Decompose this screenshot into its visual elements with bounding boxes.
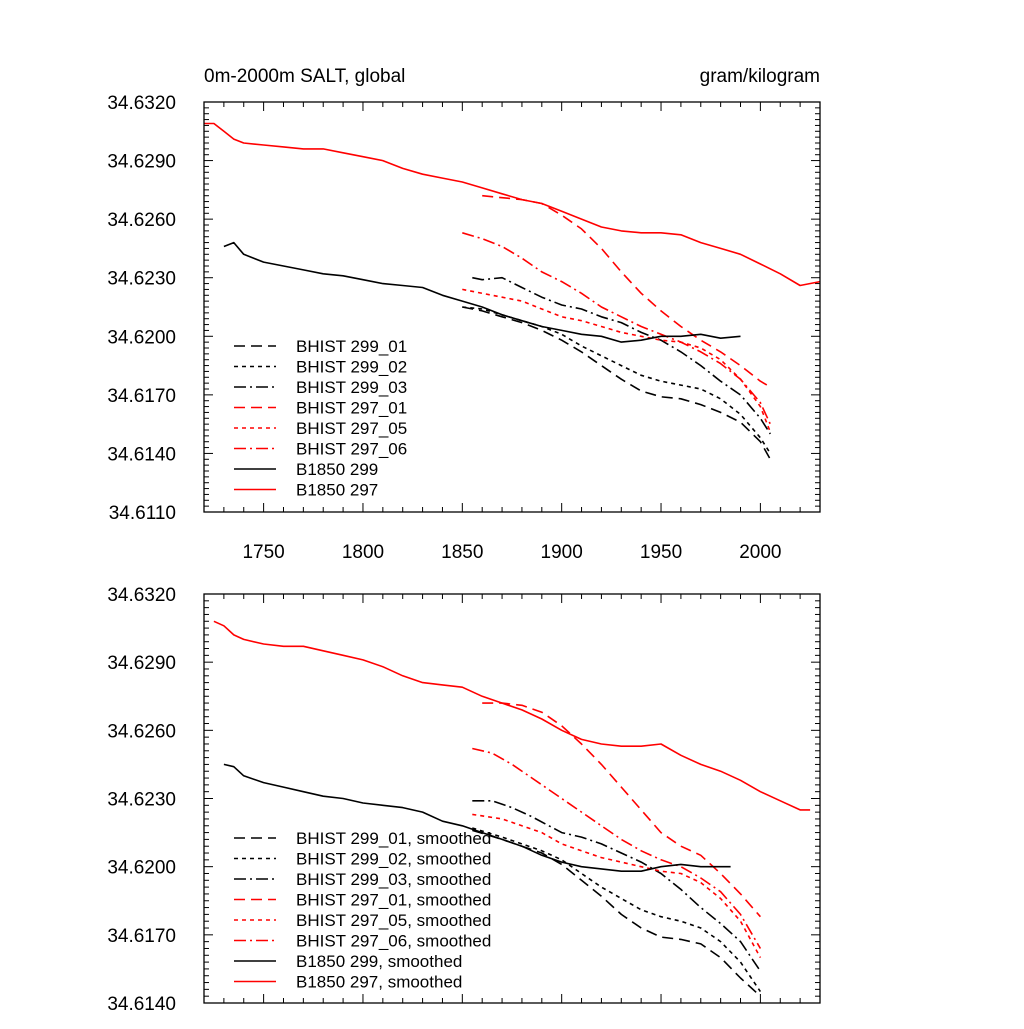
legend-label: BHIST 299_03, smoothed [296,870,491,889]
legend-label: B1850 299 [296,460,378,479]
series-line-2 [462,306,771,454]
x-tick-label: 1900 [541,542,583,563]
y-tick-label: 34.6290 [107,653,176,674]
x-tick-label: 1950 [640,542,682,563]
series-line-7 [223,763,731,873]
series-lines [213,620,811,997]
panel-title: 0m-2000m SALT, global [204,66,405,87]
y-tick-label: 34.6320 [107,585,176,606]
units-label: gram/kilogram [700,66,820,87]
y-tick-label: 34.6260 [107,721,176,742]
y-tick-label: 34.6140 [107,994,176,1015]
legend-label: BHIST 299_02, smoothed [296,850,491,869]
legend-label: BHIST 299_03 [296,378,407,397]
y-tick-label: 34.6170 [107,386,176,407]
plot-frame [203,101,821,513]
y-tick-label: 34.6110 [109,503,176,524]
y-tick-label: 34.6140 [107,444,176,465]
x-tick-label: 1850 [441,542,483,563]
x-tick-label: 1800 [342,542,384,563]
y-tick-label: 34.6200 [107,327,176,348]
series-line-3 [472,276,771,435]
y-tick-label: 34.6230 [107,269,176,290]
series-line-7 [223,241,741,343]
series-line-8 [204,122,821,287]
legend-label: BHIST 297_05 [296,419,407,438]
series-line-3 [472,799,762,972]
series-line-2 [472,827,762,993]
legend-label: B1850 299, smoothed [296,952,462,971]
legend-label: BHIST 299_02 [296,358,407,377]
axis-ticks: 34.6140 34.6170 34.6200 34.6230 34.6260 34.62… [107,585,821,1015]
axis-ticks: 1750 1800 1850 1900 1950 2000 34.6110 34.6140 34… [107,93,821,563]
series-line-6 [462,232,772,425]
legend-label: BHIST 297_01, smoothed [296,891,491,910]
series-line-6 [472,747,762,949]
bottom-panel: 34.6140 34.6170 34.6200 34.6230 34.6260 34.62… [107,585,821,1015]
y-tick-label: 34.6200 [107,858,176,879]
top-panel: 0m-2000m SALT, global gram/kilogram 1750… [107,66,821,563]
y-tick-label: 34.6230 [107,790,176,811]
legend-label: BHIST 297_01 [296,399,407,418]
y-tick-label: 34.6170 [107,926,176,947]
legend: BHIST 299_01, smoothed BHIST 299_02, smoo… [234,829,491,992]
series-line-1 [462,306,771,460]
legend-label: B1850 297, smoothed [296,973,462,992]
series-line-8 [213,620,811,811]
legend-label: BHIST 299_01 [296,337,407,356]
x-tick-label: 1750 [242,542,284,563]
legend-label: B1850 297 [296,481,378,500]
plot-frame [203,593,821,1004]
legend-label: BHIST 297_05, smoothed [296,911,491,930]
y-tick-label: 34.6290 [107,152,176,173]
series-line-5 [472,813,762,958]
series-lines [204,122,821,460]
legend-label: BHIST 297_06 [296,440,407,459]
series-line-4 [482,194,771,388]
legend-label: BHIST 297_06, smoothed [296,932,491,951]
y-tick-label: 34.6260 [107,210,176,231]
x-tick-label: 2000 [739,542,781,563]
y-tick-label: 34.6320 [107,93,176,114]
legend-label: BHIST 299_01, smoothed [296,829,491,848]
